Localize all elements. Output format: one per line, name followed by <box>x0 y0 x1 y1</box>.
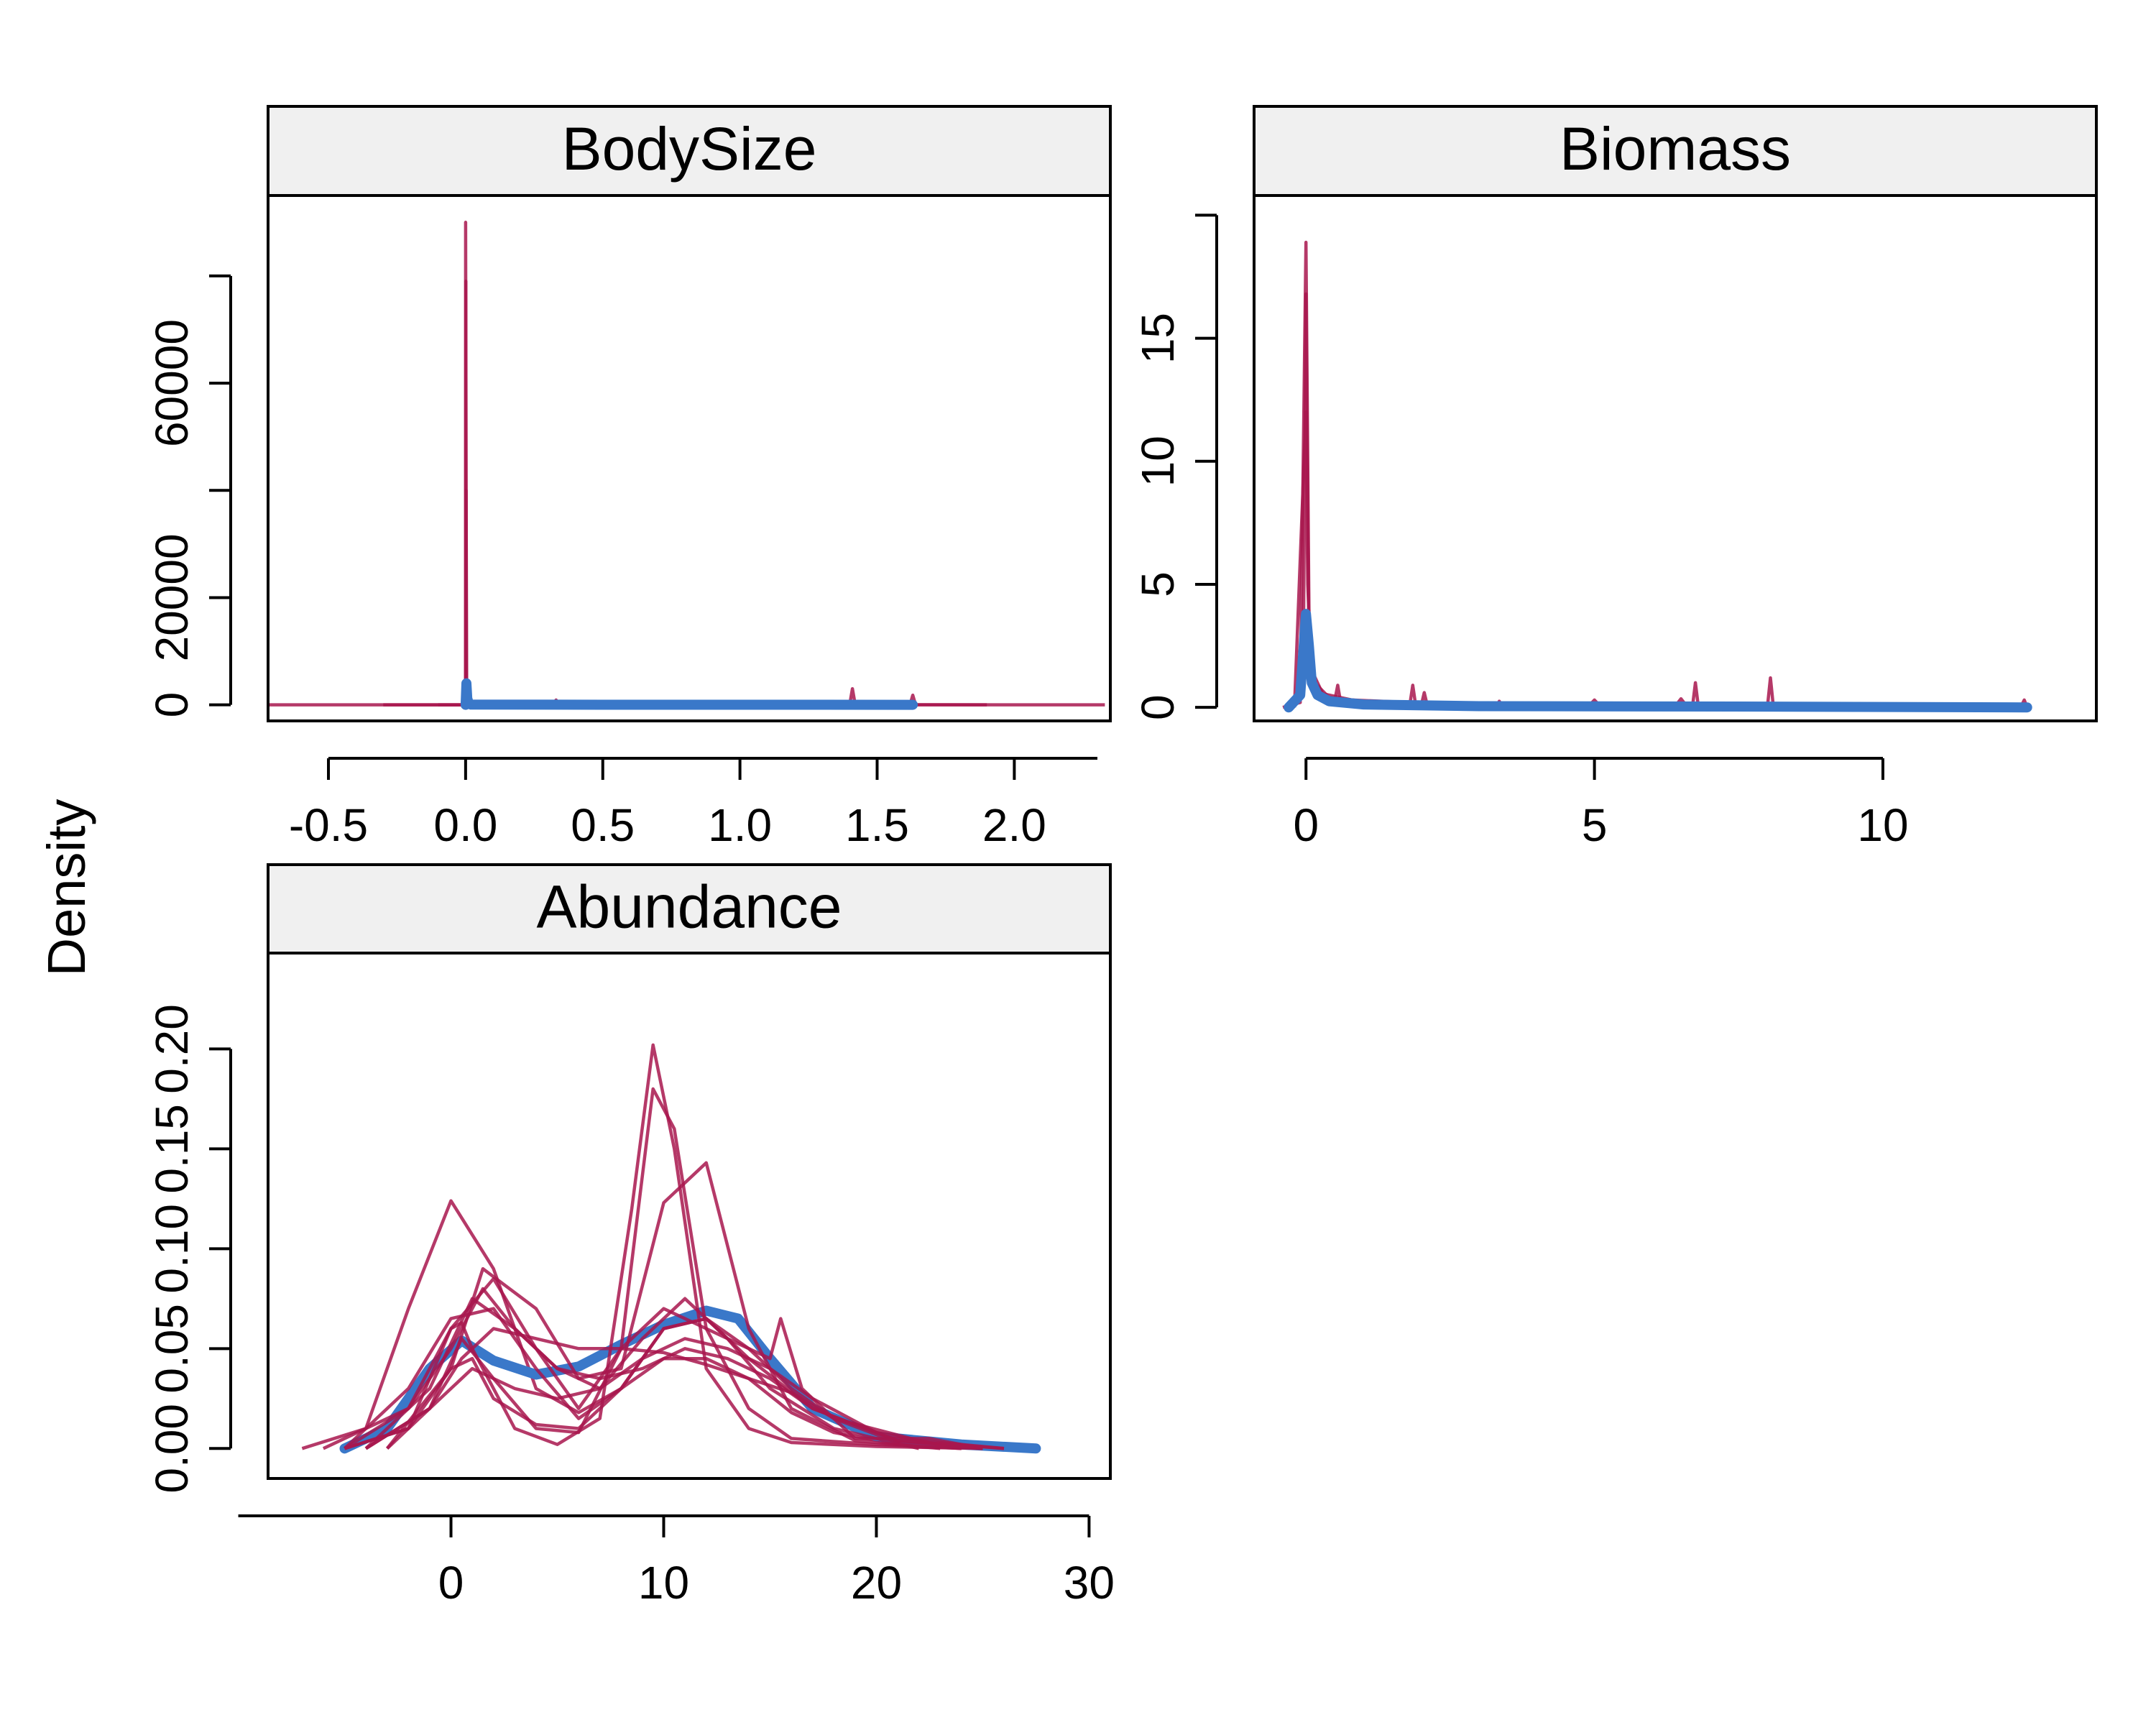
x-tick-label-biomass: 5 <box>1582 799 1608 851</box>
y-tick-label-abundance: 0.00 <box>146 1404 198 1494</box>
y-tick-label-biomass: 5 <box>1132 571 1184 597</box>
replicate-line-abundance-2 <box>344 1043 983 1450</box>
plot-frame-abundance <box>267 952 1112 1480</box>
y-tick-label-bodysize: 0 <box>146 692 198 718</box>
replicate-line-bodysize-1 <box>268 221 1105 707</box>
y-tick-label-biomass: 15 <box>1132 313 1184 364</box>
y-tick-label-biomass: 10 <box>1132 436 1184 487</box>
y-axis-label: Density <box>37 799 96 977</box>
x-tick-label-bodysize: 2.0 <box>982 799 1046 851</box>
strip-title-biomass: Biomass <box>1560 115 1791 183</box>
replicate-line-abundance-11 <box>344 1317 1005 1450</box>
strip-bodysize <box>267 105 1112 197</box>
strip-abundance <box>267 863 1112 954</box>
x-tick-label-biomass: 10 <box>1857 799 1908 851</box>
x-tick-label-bodysize: 1.0 <box>708 799 772 851</box>
data-area-bodysize <box>268 221 1105 710</box>
replicate-line-biomass-3 <box>1292 410 1825 709</box>
panel-bodysize: BodySize -0.5 0.0 0.5 1.0 1.5 2.0 0 20000 60000 <box>146 105 1112 851</box>
x-tick-label-biomass: 0 <box>1293 799 1319 851</box>
y-tick-label-biomass: 0 <box>1132 694 1184 720</box>
data-area-abundance <box>301 1043 1041 1454</box>
replicate-line-bodysize-2 <box>383 280 987 707</box>
data-area-biomass <box>1282 240 2032 713</box>
x-tick-label-abundance: 30 <box>1064 1557 1115 1609</box>
observed-line-biomass <box>1284 609 2032 713</box>
y-tick-label-bodysize: 60000 <box>146 319 198 447</box>
strip-title-abundance: Abundance <box>536 873 842 941</box>
x-tick-label-bodysize: 0.5 <box>571 799 635 851</box>
y-tick-label-abundance: 0.10 <box>146 1204 198 1294</box>
replicate-line-abundance-3 <box>364 1087 962 1450</box>
x-tick-label-abundance: 0 <box>438 1557 464 1609</box>
plot-frame-bodysize <box>267 194 1112 722</box>
panel-abundance: Abundance 0 10 20 30 0.00 0.05 0.10 0.15 0.20 <box>146 863 1115 1609</box>
panel-biomass: Biomass 0 5 10 0 5 10 15 <box>1132 105 2098 851</box>
y-tick-label-abundance: 0.05 <box>146 1304 198 1394</box>
replicate-line-biomass-2 <box>1287 292 1999 709</box>
panels: BodySize-0.5 0.0 0.5 1.0 1.5 2.002000060000Bi… <box>146 105 2098 1609</box>
y-tick-label-bodysize: 20000 <box>146 533 198 661</box>
strip-title-bodysize: BodySize <box>562 115 817 183</box>
x-tick-label-bodysize: -0.5 <box>289 799 368 851</box>
x-tick-label-abundance: 10 <box>638 1557 689 1609</box>
replicate-line-abundance-6 <box>344 1287 962 1450</box>
replicate-line-abundance-4 <box>385 1161 941 1450</box>
y-tick-label-abundance: 0.15 <box>146 1104 198 1194</box>
y-tick-label-abundance: 0.20 <box>146 1004 198 1094</box>
x-tick-label-bodysize: 0.0 <box>433 799 497 851</box>
observed-line-bodysize <box>460 678 918 710</box>
x-tick-label-bodysize: 1.5 <box>845 799 909 851</box>
replicate-line-bodysize-3 <box>438 489 877 707</box>
plot-frame-biomass <box>1253 194 2098 722</box>
replicate-line-biomass-1 <box>1282 240 2029 709</box>
replicate-line-abundance-9 <box>386 1297 920 1450</box>
x-tick-label-abundance: 20 <box>851 1557 902 1609</box>
